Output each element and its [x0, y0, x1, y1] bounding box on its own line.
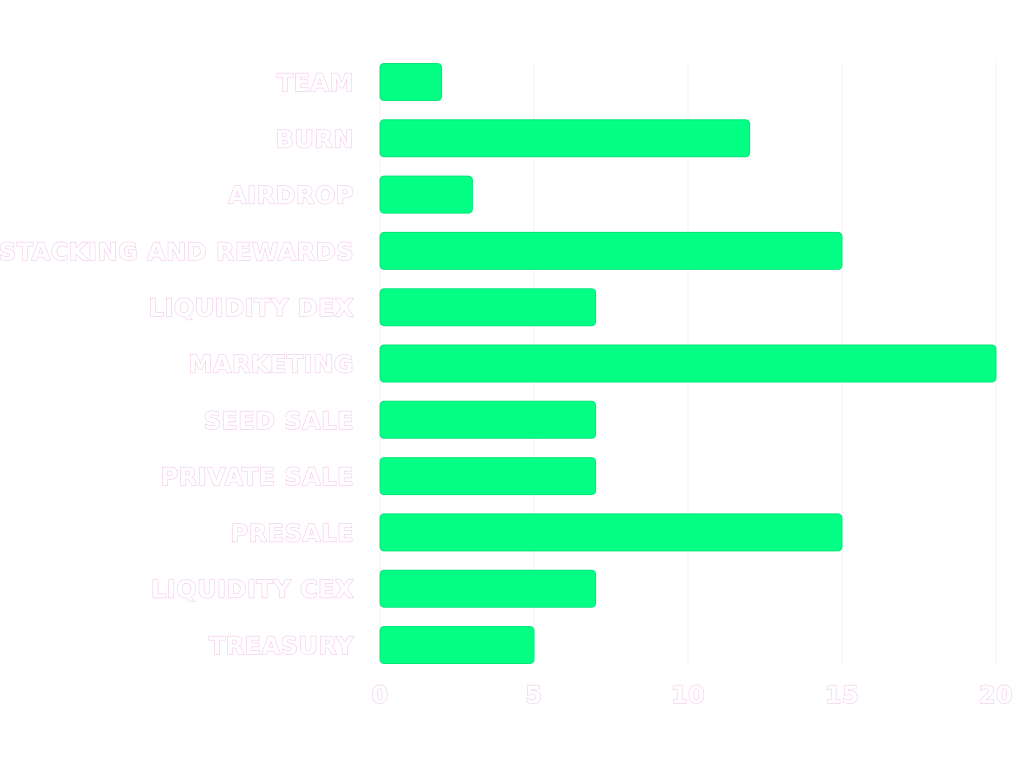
x-tick-label: 10 [671, 681, 705, 709]
category-label: MARKETING [188, 351, 354, 379]
bar-liquidity-dex [379, 288, 597, 327]
category-label: AIRDROP [228, 182, 354, 210]
bar-marketing [379, 344, 997, 383]
bar-team [379, 63, 443, 101]
bar-presale [379, 513, 843, 552]
x-axis-tick-layer: 0 5 10 15 20 [371, 680, 1014, 709]
bar-burn [379, 119, 751, 158]
category-label: SEED SALE [204, 407, 354, 435]
category-label: TREASURY [209, 632, 354, 660]
bar-airdrop [379, 175, 473, 214]
category-label: PRIVATE SALE [161, 463, 354, 491]
x-tick-label: 0 [371, 681, 388, 709]
bar-stacking-and-rewards [379, 231, 843, 270]
bar-liquidity-cex [379, 569, 597, 608]
bar-treasury [379, 626, 535, 664]
x-tick-label: 20 [979, 681, 1013, 709]
bar-private-sale [379, 457, 597, 496]
category-label-layer: TEAM BURN AIRDROP STACKING AND REWARDS LIQUI… [0, 68, 354, 660]
x-tick-label: 15 [825, 681, 859, 709]
category-label: LIQUIDITY DEX [149, 294, 354, 322]
bar-layer [379, 63, 997, 664]
category-label: LIQUIDITY CEX [151, 576, 354, 604]
category-label: STACKING AND REWARDS [0, 238, 354, 266]
x-tick-label: 5 [525, 681, 542, 709]
category-label: PRESALE [230, 519, 354, 547]
category-label: BURN [276, 125, 354, 153]
bar-seed-sale [379, 400, 597, 439]
category-label: TEAM [277, 69, 354, 97]
